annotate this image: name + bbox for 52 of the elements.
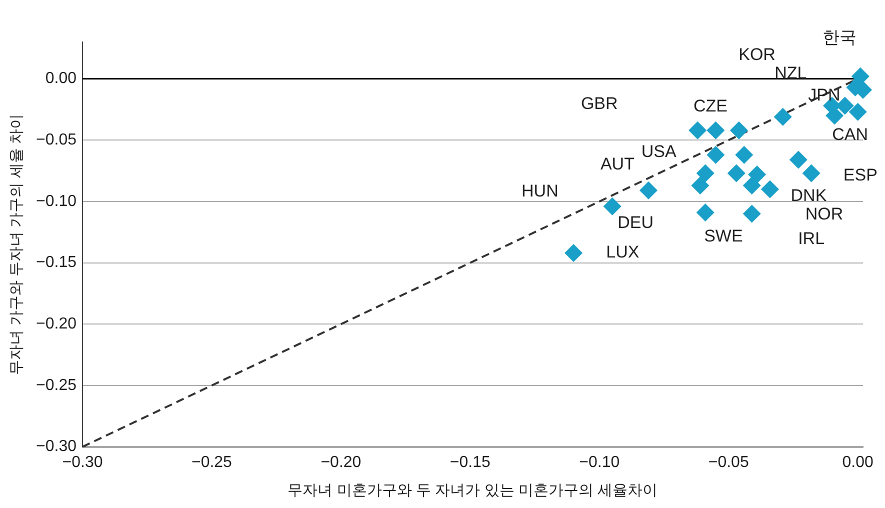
annotation: KOR xyxy=(738,45,776,64)
x-axis-title: 무자녀 미혼가구와 두 자녀가 있는 미혼가구의 세율차이 xyxy=(288,482,658,500)
point xyxy=(696,164,714,182)
x-tick-label: −0.10 xyxy=(579,454,620,471)
y-tick-label: −0.15 xyxy=(36,254,77,272)
y-tick-label: −0.10 xyxy=(36,192,77,210)
point xyxy=(802,164,820,182)
y-tick-label: −0.25 xyxy=(36,376,77,394)
point xyxy=(696,204,714,222)
annotation: IRL xyxy=(798,229,825,248)
annotation: HUN xyxy=(522,181,558,200)
point xyxy=(706,121,725,140)
annotation: USA xyxy=(641,142,677,162)
annotation: CAN xyxy=(832,124,868,144)
x-tick-label: 0.00 xyxy=(842,454,874,471)
annotation: DEU xyxy=(618,213,654,232)
annotation: GBR xyxy=(580,94,618,114)
point xyxy=(691,176,710,195)
point xyxy=(706,146,725,164)
point xyxy=(774,108,792,126)
point xyxy=(639,181,658,200)
point xyxy=(742,176,761,195)
annotation: 한국 xyxy=(822,28,857,48)
annotation: SWE xyxy=(704,226,743,246)
x-tick-label: −0.25 xyxy=(191,454,232,471)
point xyxy=(760,180,779,198)
annotation: DNK xyxy=(790,186,828,206)
x-tick-label: −0.05 xyxy=(708,454,749,471)
point xyxy=(688,121,707,140)
point xyxy=(748,165,766,184)
x-tick-label: −0.30 xyxy=(62,454,103,471)
annotation: CZE xyxy=(694,96,728,116)
y-axis-title: 무자녀 가구와 두자녀 가구의 세율 차이 xyxy=(8,114,26,375)
point xyxy=(789,150,808,169)
annotation: LUX xyxy=(606,242,640,262)
annotation: ESP xyxy=(843,165,878,184)
point xyxy=(730,121,748,140)
y-tick-label: −0.20 xyxy=(36,316,77,333)
y-tick-label: −0.05 xyxy=(36,132,77,149)
x-tick-label: −0.15 xyxy=(450,454,490,471)
point xyxy=(727,164,746,182)
point xyxy=(564,244,583,262)
x-tick-label: −0.20 xyxy=(320,454,362,471)
y-tick-label: 0.00 xyxy=(45,70,77,88)
annotation: NOR xyxy=(805,204,844,224)
annotation: NZL xyxy=(774,64,807,83)
point xyxy=(735,146,754,164)
point xyxy=(848,102,867,121)
annotation: AUT xyxy=(600,154,634,174)
y-tick-label: −0.30 xyxy=(36,438,77,456)
point xyxy=(603,197,622,216)
point xyxy=(742,204,761,223)
